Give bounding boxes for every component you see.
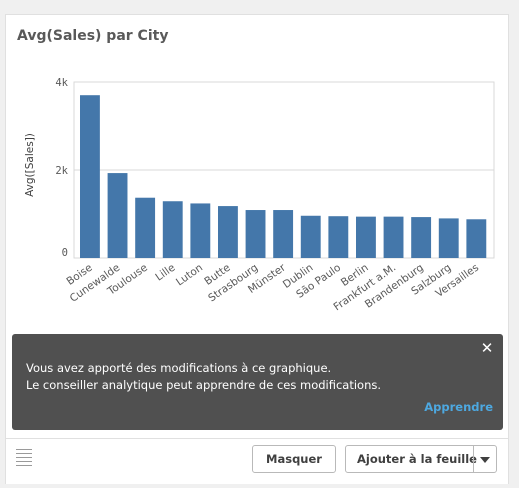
bar [190, 203, 211, 258]
chart-card: Avg(Sales) par City 0 2k 4k Avg([Sales]) Boi… [5, 14, 509, 484]
y-tick-label: 0 [62, 247, 68, 259]
x-tick-label: Luton [174, 262, 205, 289]
y-axis-title: Avg([Sales]) [24, 133, 36, 197]
bar [328, 216, 349, 258]
bar [273, 210, 294, 258]
button-divider [473, 446, 474, 472]
bar [438, 218, 459, 258]
x-tick-label: Lille [153, 262, 177, 284]
toast-message-line1: Vous avez apporté des modifications à ce… [26, 361, 332, 375]
add-to-sheet-label: Ajouter à la feuille [357, 452, 477, 466]
notification-toast: Vous avez apporté des modifications à ce… [12, 334, 503, 430]
bar [411, 217, 432, 258]
bar [300, 215, 321, 258]
bar [162, 201, 183, 258]
bar [356, 216, 376, 258]
bar [135, 197, 156, 258]
chart-title: Avg(Sales) par City [17, 28, 169, 44]
toast-message-line2: Le conseiller analytique peut apprendre … [26, 378, 382, 392]
close-icon[interactable]: ✕ [480, 339, 494, 357]
hide-button[interactable]: Masquer [252, 445, 336, 473]
bar [466, 219, 487, 258]
bar [107, 173, 128, 258]
bar [383, 216, 404, 258]
drag-handle-icon[interactable] [16, 449, 32, 466]
learn-link[interactable]: Apprendre [424, 400, 493, 414]
bar [245, 210, 266, 258]
chevron-down-icon[interactable] [480, 457, 490, 463]
card-footer: Masquer Ajouter à la feuille [6, 438, 508, 484]
y-tick-label: 2k [55, 165, 68, 177]
bar [80, 95, 100, 258]
bar [218, 206, 238, 258]
y-tick-label: 4k [55, 77, 68, 89]
add-to-sheet-button[interactable]: Ajouter à la feuille [345, 445, 497, 473]
